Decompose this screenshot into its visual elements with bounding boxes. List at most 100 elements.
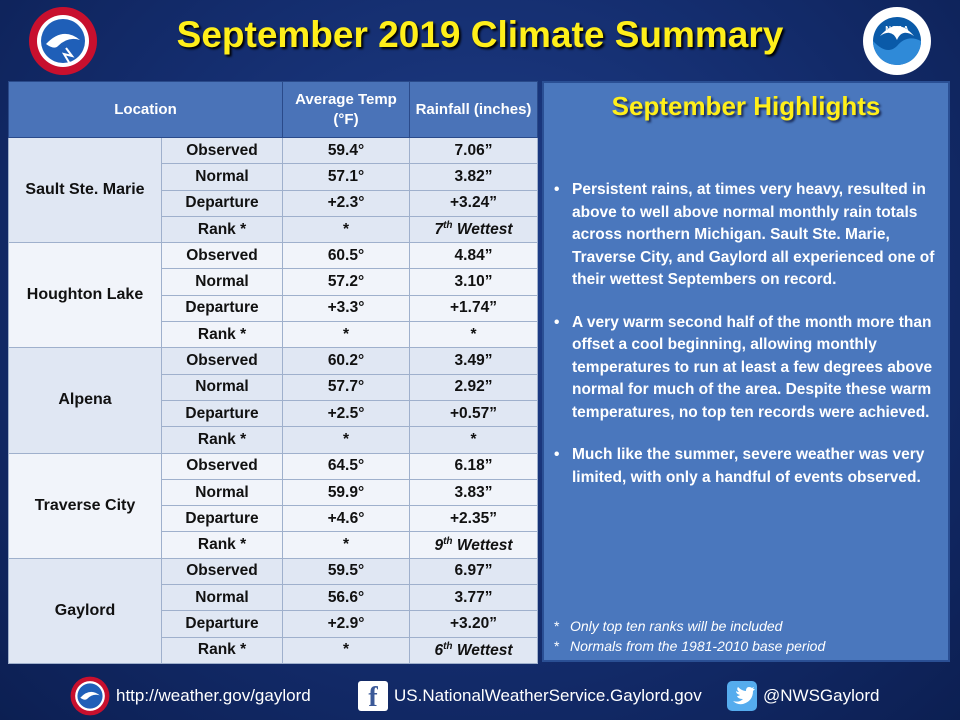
temp-cell: 56.6° [282, 584, 410, 612]
header-location: Location [8, 81, 283, 138]
location-name: Sault Ste. Marie [8, 136, 162, 244]
rain-cell: 3.82” [409, 163, 538, 191]
table-row: Rank * * * [9, 426, 538, 454]
temp-cell: +3.3° [282, 294, 410, 323]
table-row: Rank * * 7th Wettest [9, 215, 538, 244]
header-temp: Average Temp (°F) [282, 81, 410, 138]
rain-cell: 3.49” [409, 347, 538, 375]
row-label: Normal [161, 584, 283, 612]
rain-cell: 3.83” [409, 478, 538, 507]
row-label: Normal [161, 373, 283, 401]
table-row: Houghton Lake Observed 60.5° 4.84” [8, 242, 538, 349]
rank-suffix: th [443, 219, 453, 231]
rain-cell: 7th Wettest [409, 215, 538, 244]
table-row: Rank * * 9th Wettest [9, 531, 538, 559]
asterisk-icon: * [554, 618, 560, 634]
rain-cell: 2.92” [409, 373, 538, 401]
rain-cell: +1.74” [409, 294, 538, 323]
rain-cell: +3.20” [409, 610, 538, 638]
temp-cell: +2.9° [282, 610, 410, 638]
rank-number: 6 [434, 641, 444, 659]
table-row: Normal 57.7° 2.92” [9, 373, 538, 401]
table-row: Normal 57.1° 3.82” [9, 163, 538, 191]
noaa-logo: NOAA [863, 7, 931, 75]
rank-suffix: th [443, 640, 453, 652]
rain-cell: +2.35” [409, 505, 538, 533]
twitter-link[interactable]: @NWSGaylord [727, 676, 879, 716]
footnotes: * Only top ten ranks will be included * No… [554, 616, 825, 656]
location-name: Gaylord [8, 557, 162, 664]
table-row: Sault Ste. Marie Observed 59.4° 7.06” [8, 136, 538, 244]
row-label: Normal [161, 163, 283, 191]
temp-cell: 57.2° [282, 268, 410, 296]
row-label: Observed [161, 452, 283, 480]
nws-logo [29, 7, 97, 75]
table-row: Rank * * * [9, 321, 538, 349]
highlights-title: September Highlights [611, 91, 881, 121]
row-label: Departure [161, 189, 283, 217]
rank-word: Wettest [456, 536, 513, 554]
rain-cell: 3.77” [409, 584, 538, 612]
temp-cell: 60.2° [282, 347, 410, 375]
temp-cell: 64.5° [282, 452, 410, 480]
row-label: Normal [161, 478, 283, 507]
highlight-bullet: • Much like the summer, severe weather wa… [554, 446, 925, 486]
bullet-icon: • [554, 181, 560, 198]
row-label: Rank * [161, 636, 283, 664]
rank-word: Wettest [456, 221, 513, 239]
temp-cell: +2.5° [282, 399, 410, 428]
climate-table: Location Average Temp (°F) Rainfall (inc… [8, 81, 538, 664]
table-row: Departure +2.9° +3.20” [9, 610, 538, 638]
row-label: Observed [161, 347, 283, 375]
row-label: Departure [161, 294, 283, 323]
temp-cell: * [282, 531, 410, 559]
rank-word: Wettest [456, 641, 513, 659]
table-row: Departure +3.3° +1.74” [9, 294, 538, 323]
facebook-icon: f [358, 681, 388, 713]
nws-small-logo [70, 676, 110, 716]
rank-number: 7 [434, 221, 444, 239]
location-name: Traverse City [8, 452, 162, 559]
location-name: Houghton Lake [8, 242, 162, 349]
temp-cell: +2.3° [282, 189, 410, 217]
bullet-icon: • [554, 313, 560, 331]
temp-cell: 57.1° [282, 163, 410, 191]
temp-cell: * [282, 215, 410, 244]
rain-cell: 4.84” [409, 242, 538, 270]
highlight-bullet: • A very warm second half of the month mo… [554, 313, 933, 421]
rain-cell: 6.97” [409, 557, 538, 586]
table-row: Departure +2.3° +3.24” [9, 189, 538, 217]
temp-cell: * [282, 426, 410, 454]
row-label: Observed [161, 557, 283, 586]
rain-cell: * [409, 426, 538, 454]
header-rain: Rainfall (inches) [409, 81, 538, 138]
rank-suffix: th [443, 535, 453, 547]
rain-cell: +0.57” [409, 399, 538, 428]
row-label: Rank * [161, 426, 283, 454]
footnote: * Normals from the 1981-2010 base period [554, 638, 826, 654]
bullet-icon: • [554, 446, 560, 463]
rank-number: 9 [434, 536, 444, 554]
twitter-icon [727, 681, 757, 711]
highlights-panel: September Highlights • Persistent rains, … [542, 81, 950, 662]
row-label: Departure [161, 610, 283, 638]
rain-cell: 7.06” [409, 136, 538, 165]
temp-cell: * [282, 321, 410, 349]
location-name: Alpena [8, 347, 162, 454]
table-row: Traverse City Observed 64.5° 6.18” [8, 452, 538, 559]
rain-cell: 3.10” [409, 268, 538, 296]
table-row: Normal 57.2° 3.10” [9, 268, 538, 296]
table-row: Gaylord Observed 59.5° 6.97” [8, 557, 538, 664]
row-label: Departure [161, 505, 283, 533]
row-label: Rank * [161, 215, 283, 244]
table-row: Alpena Observed 60.2° 3.49” [8, 347, 538, 454]
row-label: Observed [161, 242, 283, 270]
table-row: Departure +4.6° +2.35” [9, 505, 538, 533]
svg-text:NOAA: NOAA [885, 25, 909, 34]
footer: http://weather.gov/gaylord f US.National… [0, 676, 960, 716]
facebook-link[interactable]: f US.NationalWeatherService.Gaylord.gov [358, 676, 702, 716]
rain-cell: * [409, 321, 538, 349]
temp-cell: +4.6° [282, 505, 410, 533]
page-title: September 2019 Climate Summary [176, 14, 784, 55]
website-link[interactable]: http://weather.gov/gaylord [70, 676, 311, 716]
